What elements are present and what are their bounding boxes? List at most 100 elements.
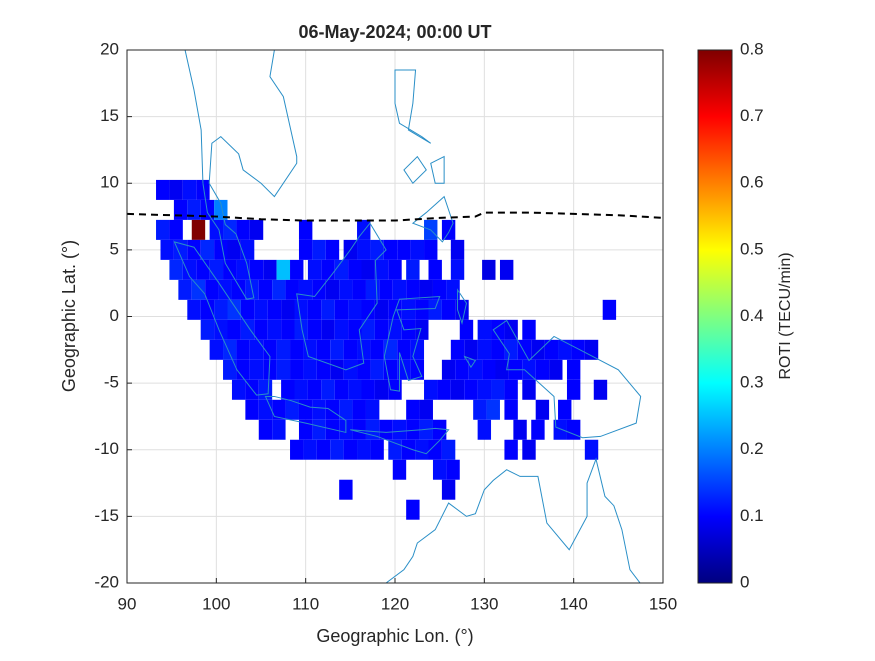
roti-cell	[258, 279, 273, 300]
roti-cell	[249, 259, 264, 280]
roti-cell	[298, 279, 313, 300]
colorbar-tick-label: 0.2	[740, 439, 764, 458]
roti-cell	[236, 259, 250, 280]
roti-cell	[303, 339, 317, 360]
y-tick-label: -5	[104, 373, 119, 392]
roti-cell	[298, 399, 313, 420]
roti-cell	[290, 339, 304, 360]
y-tick-label: -10	[94, 439, 119, 458]
roti-cell	[388, 379, 402, 400]
roti-cell	[361, 379, 375, 400]
roti-cell	[312, 399, 326, 420]
roti-cell	[370, 359, 384, 380]
roti-cell	[231, 279, 246, 300]
roti-cell	[464, 379, 478, 400]
roti-cell	[169, 179, 183, 200]
roti-cell	[236, 339, 250, 360]
roti-cell	[504, 399, 518, 420]
roti-cell	[468, 359, 483, 380]
roti-cell	[432, 419, 447, 440]
roti-cell	[348, 319, 362, 340]
roti-cell	[294, 319, 308, 340]
roti-cell	[236, 359, 250, 380]
roti-cell	[392, 459, 407, 480]
roti-cell	[593, 379, 608, 400]
roti-cell	[370, 339, 384, 360]
roti-cell	[566, 419, 581, 440]
roti-cell	[464, 339, 478, 360]
roti-cell	[307, 259, 322, 280]
roti-cell	[240, 319, 255, 340]
roti-cell	[535, 399, 550, 420]
roti-cell	[200, 239, 215, 260]
roti-cell	[357, 239, 371, 260]
roti-cell	[504, 339, 518, 360]
roti-cell	[388, 259, 402, 280]
roti-cell	[276, 259, 291, 280]
colorbar-tick-label: 0.3	[740, 373, 764, 392]
roti-cell	[415, 299, 429, 320]
roti-cell	[424, 239, 438, 260]
roti-cell	[334, 379, 349, 400]
roti-cell	[383, 239, 398, 260]
cells	[156, 179, 617, 520]
y-tick-label: -15	[94, 506, 119, 525]
roti-cell	[196, 179, 210, 200]
x-tick-label: 150	[649, 594, 677, 613]
roti-cell	[446, 279, 460, 300]
roti-cell	[316, 339, 331, 360]
roti-cell	[160, 239, 174, 260]
colorbar-tick-label: 0.1	[740, 506, 764, 525]
roti-cell	[254, 319, 268, 340]
roti-cell	[584, 439, 599, 460]
roti-cell	[392, 279, 407, 300]
roti-cell	[343, 359, 358, 380]
roti-cell	[272, 419, 286, 440]
roti-cell	[272, 399, 286, 420]
roti-cell	[294, 299, 308, 320]
roti-cell	[504, 379, 518, 400]
roti-cell	[254, 299, 268, 320]
roti-cell	[178, 279, 192, 300]
roti-cell	[374, 299, 389, 320]
roti-cell	[374, 379, 389, 400]
coastlines	[174, 23, 645, 589]
roti-cell	[406, 499, 420, 520]
roti-cell	[339, 479, 353, 500]
roti-cell	[276, 339, 291, 360]
roti-cell	[187, 299, 201, 320]
colorbar-tick-label: 0.8	[740, 39, 764, 58]
roti-cell	[446, 459, 460, 480]
roti-cell	[410, 339, 425, 360]
roti-cell	[441, 359, 456, 380]
roti-cell	[352, 279, 366, 300]
roti-cell	[276, 359, 291, 380]
roti-cell	[321, 379, 335, 400]
roti-cell	[415, 319, 429, 340]
roti-cell	[455, 359, 469, 380]
roti-cell	[249, 219, 264, 240]
roti-cell	[424, 379, 438, 400]
colorbar-label: ROTI (TECU/min)	[777, 252, 794, 379]
roti-cell	[290, 439, 304, 460]
roti-cell	[330, 359, 344, 380]
colorbar-tick-label: 0.7	[740, 106, 764, 125]
roti-cell	[406, 419, 420, 440]
roti-cell	[450, 339, 465, 360]
roti-cell	[249, 359, 264, 380]
roti-cell	[441, 439, 456, 460]
x-tick-label: 110	[292, 594, 319, 613]
roti-cell	[312, 239, 326, 260]
roti-cell	[441, 479, 456, 500]
roti-cell	[290, 259, 304, 280]
roti-cell	[566, 379, 581, 400]
roti-cell	[558, 399, 572, 420]
roti-cell	[477, 319, 492, 340]
roti-cell	[397, 239, 411, 260]
roti-cell	[334, 299, 349, 320]
roti-cell	[218, 279, 232, 300]
roti-cell	[571, 339, 585, 360]
roti-cell	[290, 359, 304, 380]
chart-title: 06-May-2024; 00:00 UT	[298, 22, 491, 42]
